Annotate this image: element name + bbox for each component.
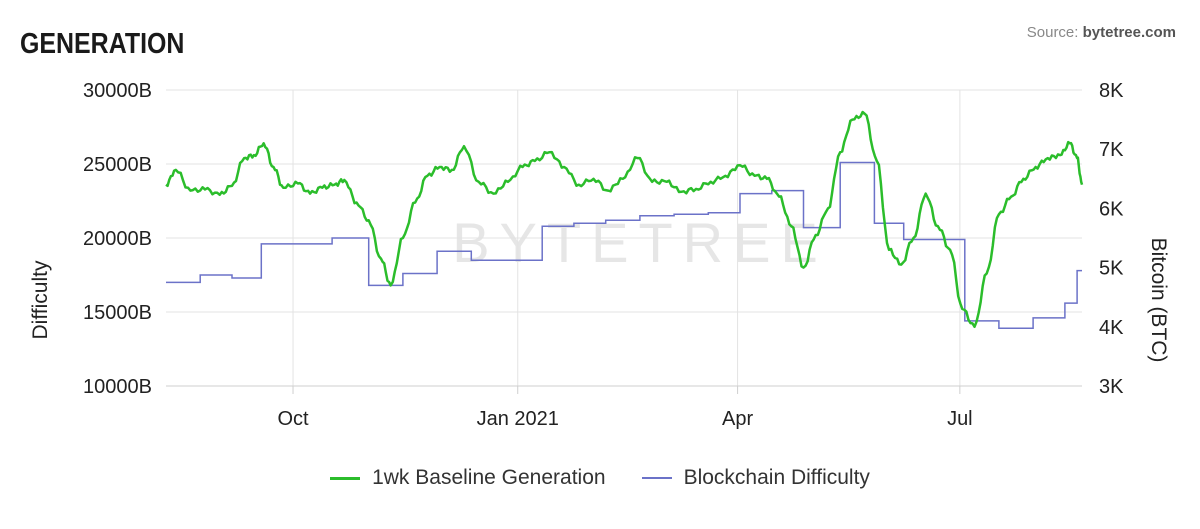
right-tick-label: 3K <box>1099 376 1124 398</box>
left-axis-label: Difficulty <box>29 260 52 339</box>
series <box>165 110 1084 330</box>
right-tick-label: 6K <box>1099 198 1124 220</box>
left-tick-label: 25000B <box>83 154 152 176</box>
left-tick-label: 30000B <box>83 80 152 102</box>
right-tick-label: 8K <box>1099 80 1124 102</box>
x-tick-label: Apr <box>722 408 753 430</box>
generation-chart[interactable]: BYTETREE 10000B15000B20000B25000B30000B … <box>0 0 1200 460</box>
left-axis-ticks: 10000B 15000B 20000B 25000B 30000B <box>83 80 152 398</box>
right-axis-ticks: 3K 4K 5K 6K 7K 8K <box>1099 80 1124 398</box>
left-tick-label: 10000B <box>83 376 152 398</box>
right-tick-label: 7K <box>1099 139 1124 161</box>
legend-swatch-difficulty <box>641 477 672 479</box>
legend-item-difficulty[interactable]: Blockchain Difficulty <box>641 466 870 490</box>
legend-label-difficulty: Blockchain Difficulty <box>683 466 870 489</box>
x-tick-label: Jul <box>947 408 973 430</box>
left-tick-label: 15000B <box>83 302 152 324</box>
watermark-text: BYTETREE <box>452 211 828 274</box>
source-link[interactable]: bytetree.com <box>1082 24 1176 41</box>
source-credit[interactable]: Source: bytetree.com <box>1027 24 1176 41</box>
watermark: BYTETREE <box>452 211 828 274</box>
legend: 1wk Baseline Generation Blockchain Diffi… <box>0 466 1200 490</box>
legend-swatch-generation <box>330 476 361 480</box>
page-title: GENERATION <box>20 28 185 60</box>
legend-item-generation[interactable]: 1wk Baseline Generation <box>330 466 606 490</box>
series-line-1wk-baseline-generation[interactable] <box>165 110 1084 329</box>
legend-label-generation: 1wk Baseline Generation <box>372 466 606 489</box>
source-label: Source: <box>1026 24 1079 41</box>
right-tick-label: 4K <box>1099 317 1124 339</box>
right-tick-label: 5K <box>1099 258 1124 280</box>
left-tick-label: 20000B <box>83 228 152 250</box>
x-axis-ticks: Oct Jan 2021 Apr Jul <box>277 386 973 430</box>
grid <box>166 89 1082 387</box>
x-tick-label: Jan 2021 <box>477 408 559 430</box>
right-axis-label: Bitcoin (BTC) <box>1147 238 1170 363</box>
x-tick-label: Oct <box>277 408 309 430</box>
